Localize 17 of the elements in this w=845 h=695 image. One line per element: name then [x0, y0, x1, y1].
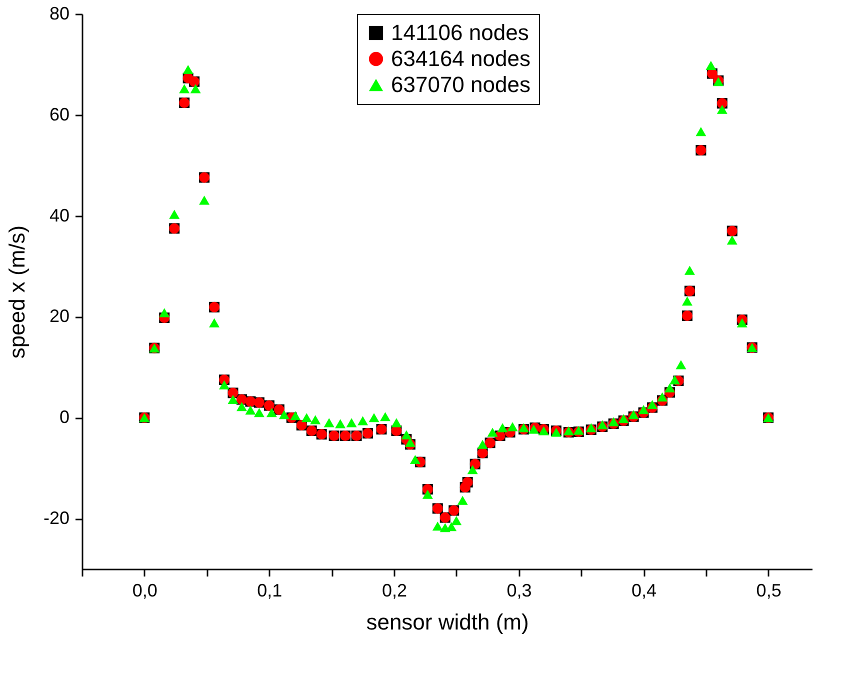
x-tick-label: 0,5	[756, 580, 782, 600]
y-tick-label: -20	[43, 508, 70, 528]
x-tick-label: 0,1	[257, 580, 282, 600]
legend-label: 637070 nodes	[391, 72, 530, 97]
x-axis-title: sensor width (m)	[366, 610, 529, 634]
x-tick-label: 0,3	[506, 580, 532, 600]
x-tick-label: 0,2	[382, 580, 407, 600]
y-tick-label: 80	[49, 4, 70, 24]
y-axis-title: speed x (m/s)	[4, 225, 30, 359]
y-tick-label: 0	[59, 407, 70, 428]
y-tick-label: 40	[49, 205, 70, 226]
y-tick-label: 20	[49, 306, 70, 326]
legend-label: 141106 nodes	[391, 20, 529, 45]
y-tick-label: 60	[49, 104, 70, 124]
legend-label: 634164 nodes	[391, 46, 530, 71]
x-tick-label: 0,0	[132, 580, 158, 600]
x-tick-label: 0,4	[632, 580, 657, 600]
